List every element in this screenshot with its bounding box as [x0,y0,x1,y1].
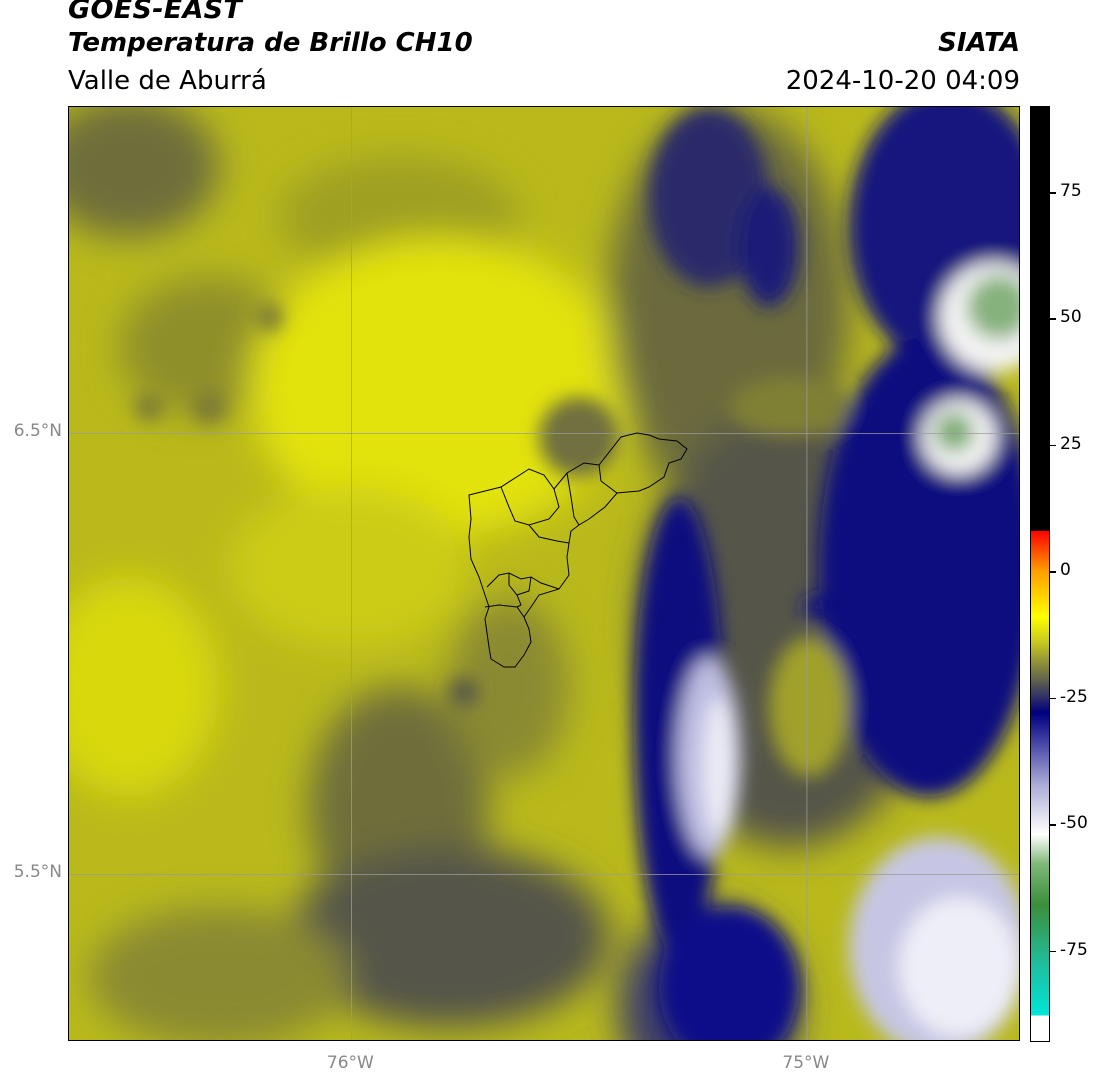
colorbar-tick-label: 75 [1060,181,1082,201]
colorbar-tick-mark [1050,444,1056,447]
satellite-title: GOES-EAST [68,0,243,25]
colorbar-tick-mark [1050,192,1056,194]
temperature-field-detail [135,107,1019,1040]
product-title: Temperatura de Brillo CH10 [68,28,473,58]
colorbar-tick-label: 50 [1060,307,1082,328]
gridlines [69,107,1019,1040]
colorbar [1030,106,1050,1042]
colorbar-tick-mark [1050,571,1056,573]
municipality-boundary [528,524,570,544]
latitude-label: 5.5°N [13,862,62,883]
municipality-boundary [566,472,580,526]
colorbar-tick-mark [1050,697,1056,700]
municipality-boundary [516,594,522,608]
municipality-boundary [486,572,560,590]
longitude-label: 75°W [782,1053,830,1073]
municipality-boundary [484,604,525,618]
municipality-boundary [598,464,618,494]
longitude-label: 76°W [326,1053,374,1073]
aburra-valley-outline [468,432,688,668]
colorbar-tick-label: 25 [1060,433,1082,454]
organization-label: SIATA [938,28,1020,58]
municipal-boundaries [468,432,688,668]
map-panel[interactable] [68,106,1020,1041]
colorbar-tick-label: 0 [1060,560,1071,581]
latitude-label: 6.5°N [13,421,62,442]
timestamp-label: 2024-10-20 04:09 [785,66,1020,96]
region-label: Valle de Aburrá [68,66,267,96]
colorbar-tick-label: -50 [1060,813,1088,834]
colorbar-tick-label: -75 [1060,939,1088,960]
colorbar-tick-mark [1050,318,1056,320]
colorbar-tick-label: -25 [1060,686,1088,707]
colorbar-tick-mark [1050,824,1056,826]
colorbar-tick-mark [1050,950,1056,953]
brightness-temperature-map [69,107,1019,1040]
